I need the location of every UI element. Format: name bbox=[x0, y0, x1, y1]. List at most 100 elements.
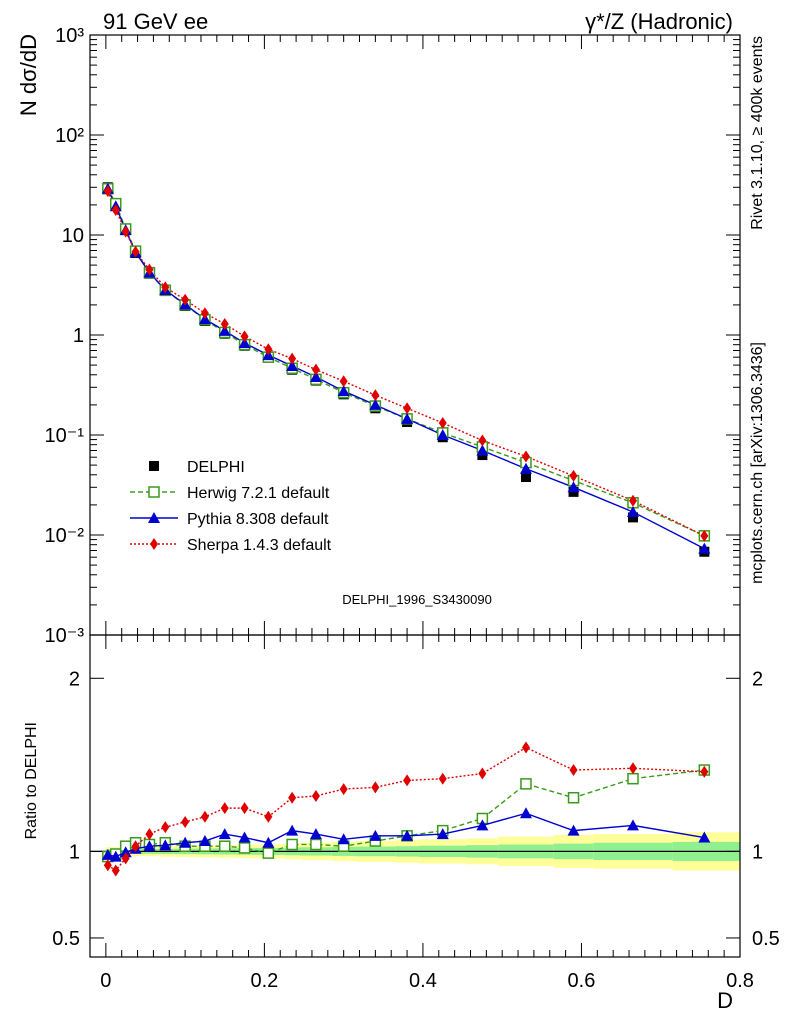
sherpa-ratio-point bbox=[111, 864, 120, 877]
sherpa-point bbox=[288, 352, 297, 365]
ratio-series-layer bbox=[101, 741, 711, 877]
x-tick-label: 0 bbox=[100, 970, 111, 992]
sherpa-ratio-point bbox=[181, 815, 190, 828]
header-right: γ*/Z (Hadronic) bbox=[585, 9, 733, 34]
sherpa-ratio-point bbox=[311, 790, 320, 802]
side-label-bottom: mcplots.cern.ch [arXiv:1306.3436] bbox=[749, 342, 766, 584]
pythia-ratio-point bbox=[436, 828, 449, 840]
legend-marker-sherpa bbox=[150, 538, 158, 550]
legend-label-herwig: Herwig 7.2.1 default bbox=[187, 485, 330, 502]
sherpa-point bbox=[240, 330, 249, 343]
pythia-ratio-point bbox=[309, 828, 322, 840]
pythia-point bbox=[238, 337, 251, 349]
sherpa-ratio-point bbox=[569, 764, 578, 777]
pythia-ratio-point bbox=[626, 819, 639, 831]
sherpa-ratio-point bbox=[521, 741, 530, 754]
x-tick-label: 0.8 bbox=[726, 970, 754, 992]
sherpa-point bbox=[121, 225, 130, 238]
sherpa-ratio-point bbox=[478, 767, 487, 780]
pythia-ratio-point bbox=[109, 850, 122, 862]
legend-label-sherpa: Sherpa 1.4.3 default bbox=[187, 537, 332, 554]
pythia-point bbox=[519, 462, 532, 474]
sherpa-point bbox=[403, 402, 412, 415]
sherpa-ratio-point bbox=[200, 810, 209, 823]
sherpa-ratio-point bbox=[131, 840, 140, 853]
herwig-ratio-point bbox=[627, 772, 639, 785]
herwig-ratio-line bbox=[107, 769, 705, 858]
watermark: DELPHI_1996_S3430090 bbox=[342, 592, 492, 607]
sherpa-point bbox=[371, 389, 380, 402]
sherpa-ratio-point bbox=[339, 783, 348, 796]
sherpa-point bbox=[131, 245, 140, 258]
x-tick-label: 0.2 bbox=[250, 970, 278, 992]
sherpa-point bbox=[521, 450, 530, 463]
ratio-y-tick-label-right: 1 bbox=[752, 841, 763, 863]
herwig-line bbox=[107, 188, 705, 537]
herwig-ratio-point bbox=[286, 838, 298, 851]
pythia-ratio-point bbox=[567, 824, 580, 836]
herwig-ratio-point bbox=[219, 840, 231, 852]
pythia-point bbox=[218, 324, 231, 336]
y-tick-label: 10² bbox=[55, 125, 84, 147]
sherpa-ratio-point bbox=[103, 859, 112, 872]
pythia-ratio-point bbox=[143, 840, 156, 852]
main-ylabel: N dσ/dD bbox=[16, 34, 41, 116]
pythia-ratio-point bbox=[238, 831, 251, 843]
sherpa-ratio-point bbox=[121, 852, 130, 865]
main-series-layer bbox=[101, 182, 711, 557]
legend: DELPHI Herwig 7.2.1 default Pythia 8.308 d… bbox=[130, 459, 332, 554]
ratio-y-tick-label: 0.5 bbox=[52, 928, 80, 950]
delphi-point bbox=[627, 512, 638, 523]
sherpa-line bbox=[107, 190, 705, 537]
herwig-ratio-point bbox=[238, 842, 251, 854]
ratio-uncertainty-band bbox=[90, 832, 740, 871]
sherpa-ratio-point bbox=[161, 821, 170, 834]
sherpa-ratio-point bbox=[371, 781, 380, 794]
pythia-ratio-point bbox=[198, 835, 211, 847]
sherpa-point bbox=[339, 375, 348, 388]
sherpa-point bbox=[311, 363, 320, 376]
sherpa-point bbox=[264, 343, 273, 356]
sherpa-point bbox=[569, 469, 578, 482]
sherpa-ratio-point bbox=[628, 762, 637, 775]
side-label-top: Rivet 3.1.10, ≥ 400k events bbox=[749, 36, 766, 230]
pythia-point bbox=[476, 444, 489, 456]
sherpa-ratio-point bbox=[220, 802, 229, 815]
legend-label-pythia: Pythia 8.308 default bbox=[187, 511, 329, 528]
pythia-ratio-point bbox=[101, 848, 114, 860]
ratio-ylabel: Ratio to DELPHI bbox=[23, 722, 40, 839]
sherpa-point bbox=[181, 293, 190, 306]
herwig-ratio-point bbox=[262, 847, 275, 859]
pythia-ratio-point bbox=[401, 829, 414, 841]
sherpa-point bbox=[478, 434, 487, 447]
ratio-y-tick-label: 1 bbox=[69, 841, 80, 863]
pythia-ratio-point bbox=[286, 824, 299, 836]
pythia-ratio-point bbox=[519, 807, 532, 819]
pythia-ratio-point bbox=[159, 839, 172, 851]
sherpa-point bbox=[200, 307, 209, 320]
pythia-point bbox=[309, 371, 322, 383]
sherpa-ratio-point bbox=[145, 828, 154, 841]
pythia-ratio-point bbox=[369, 829, 382, 841]
y-tick-label: 10 bbox=[62, 225, 84, 247]
sherpa-point bbox=[700, 529, 709, 542]
pythia-point bbox=[401, 412, 414, 424]
delphi-point bbox=[520, 472, 531, 483]
y-tick-label: 10⁻¹ bbox=[45, 425, 85, 447]
sherpa-ratio-line bbox=[107, 746, 705, 872]
herwig-ratio-point bbox=[310, 838, 322, 851]
y-tick-label: 1 bbox=[73, 325, 84, 347]
pythia-point bbox=[286, 359, 299, 371]
y-tick-label: 10⁻³ bbox=[45, 625, 85, 647]
sherpa-ratio-point bbox=[403, 774, 412, 787]
y-tick-label: 10³ bbox=[55, 25, 84, 47]
x-tick-label: 0.4 bbox=[409, 970, 437, 992]
sherpa-point bbox=[220, 317, 229, 330]
herwig-ratio-point bbox=[567, 791, 580, 804]
pythia-ratio-point bbox=[179, 836, 192, 848]
pythia-ratio-line bbox=[107, 812, 705, 858]
sherpa-ratio-point bbox=[438, 772, 447, 785]
pythia-ratio-point bbox=[698, 831, 711, 843]
legend-marker-delphi bbox=[149, 461, 159, 471]
